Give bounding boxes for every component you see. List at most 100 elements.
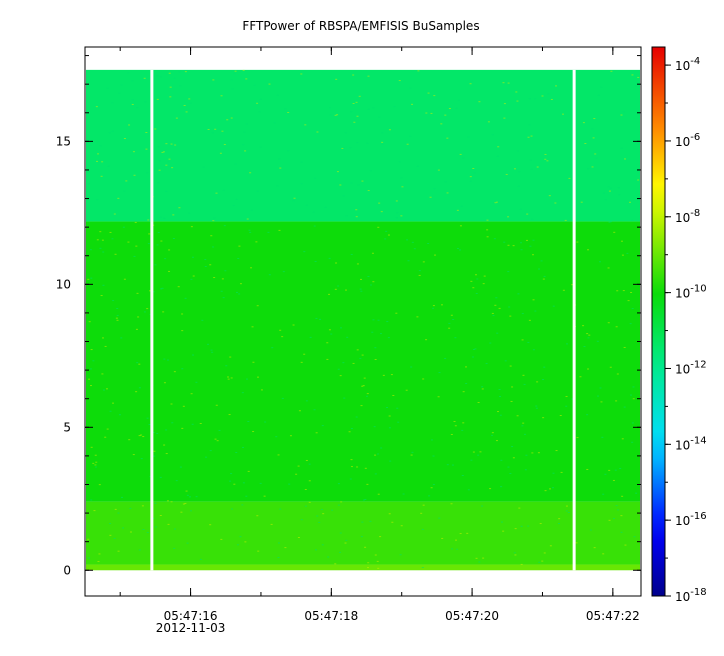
noise-speck xyxy=(609,187,612,189)
noise-speck xyxy=(472,287,475,289)
noise-speck xyxy=(127,72,130,74)
noise-speck xyxy=(372,281,375,283)
noise-speck xyxy=(281,336,284,338)
noise-speck xyxy=(555,85,558,87)
noise-speck xyxy=(620,114,623,116)
noise-speck xyxy=(621,438,624,440)
noise-speck xyxy=(369,520,372,522)
noise-speck xyxy=(162,151,165,153)
noise-speck xyxy=(425,112,428,114)
noise-speck xyxy=(522,374,525,376)
noise-speck xyxy=(586,414,589,416)
noise-speck xyxy=(256,102,259,104)
noise-speck xyxy=(145,148,148,150)
noise-speck xyxy=(523,383,526,385)
noise-speck xyxy=(117,512,120,514)
noise-speck xyxy=(467,489,470,491)
noise-speck xyxy=(398,161,401,163)
noise-speck xyxy=(481,388,484,390)
noise-speck xyxy=(600,86,603,88)
noise-speck xyxy=(451,548,454,550)
noise-speck xyxy=(411,451,414,453)
noise-speck xyxy=(118,92,121,94)
noise-speck xyxy=(587,337,590,339)
noise-speck xyxy=(580,201,583,203)
noise-speck xyxy=(440,123,443,125)
noise-speck xyxy=(486,236,489,238)
noise-speck xyxy=(565,510,568,512)
noise-speck xyxy=(527,525,530,527)
noise-speck xyxy=(566,343,569,345)
noise-speck xyxy=(497,146,500,148)
noise-speck xyxy=(528,319,531,321)
noise-speck xyxy=(109,523,112,525)
noise-speck xyxy=(334,288,337,290)
noise-speck xyxy=(352,102,355,104)
noise-speck xyxy=(459,533,462,535)
noise-speck xyxy=(450,433,453,435)
noise-speck xyxy=(623,158,626,160)
noise-speck xyxy=(373,426,376,428)
noise-speck xyxy=(209,450,212,452)
noise-speck xyxy=(96,199,99,201)
noise-speck xyxy=(401,186,404,188)
noise-speck xyxy=(109,231,112,233)
noise-speck xyxy=(181,330,184,332)
noise-speck xyxy=(89,368,92,370)
noise-speck xyxy=(192,275,195,277)
noise-speck xyxy=(422,261,425,263)
noise-speck xyxy=(364,546,367,548)
noise-speck xyxy=(544,158,547,160)
noise-speck xyxy=(330,333,333,335)
noise-speck xyxy=(334,114,337,116)
noise-speck xyxy=(494,202,497,204)
colorbar-tick-label: 10-4 xyxy=(675,56,700,73)
noise-speck xyxy=(304,124,307,126)
noise-speck xyxy=(541,560,544,562)
noise-speck xyxy=(172,214,175,216)
noise-speck xyxy=(350,466,353,468)
noise-speck xyxy=(234,70,237,72)
noise-speck xyxy=(465,383,468,385)
noise-speck xyxy=(117,197,120,199)
noise-speck xyxy=(179,85,182,87)
colorbar-tick-label: 10-14 xyxy=(675,435,707,452)
noise-speck xyxy=(355,209,358,211)
noise-speck xyxy=(165,453,168,455)
noise-speck xyxy=(339,532,342,534)
noise-speck xyxy=(234,163,237,165)
noise-speck xyxy=(597,395,600,397)
noise-speck xyxy=(230,473,233,475)
noise-speck xyxy=(377,453,380,455)
noise-speck xyxy=(358,95,361,97)
noise-speck xyxy=(315,317,318,319)
noise-speck xyxy=(527,341,530,343)
noise-speck xyxy=(388,129,391,131)
noise-speck xyxy=(258,111,261,113)
noise-speck xyxy=(316,131,319,133)
noise-speck xyxy=(635,492,638,494)
noise-speck xyxy=(242,482,245,484)
noise-speck xyxy=(342,362,345,364)
noise-speck xyxy=(168,158,171,160)
noise-speck xyxy=(212,220,215,222)
x-tick-label: 05:47:18 xyxy=(304,609,358,623)
noise-speck xyxy=(259,98,262,100)
noise-speck xyxy=(422,504,425,506)
noise-speck xyxy=(391,521,394,523)
noise-speck xyxy=(380,211,383,213)
noise-speck xyxy=(181,368,184,370)
noise-speck xyxy=(504,360,507,362)
noise-speck xyxy=(367,108,370,110)
noise-speck xyxy=(149,290,152,292)
noise-speck xyxy=(114,508,117,510)
noise-speck xyxy=(171,422,174,424)
noise-speck xyxy=(342,195,345,197)
noise-speck xyxy=(529,245,532,247)
noise-speck xyxy=(170,143,173,145)
noise-speck xyxy=(536,166,539,168)
noise-speck xyxy=(360,290,363,292)
noise-speck xyxy=(344,132,347,134)
noise-speck xyxy=(360,405,363,407)
noise-speck xyxy=(251,326,254,328)
